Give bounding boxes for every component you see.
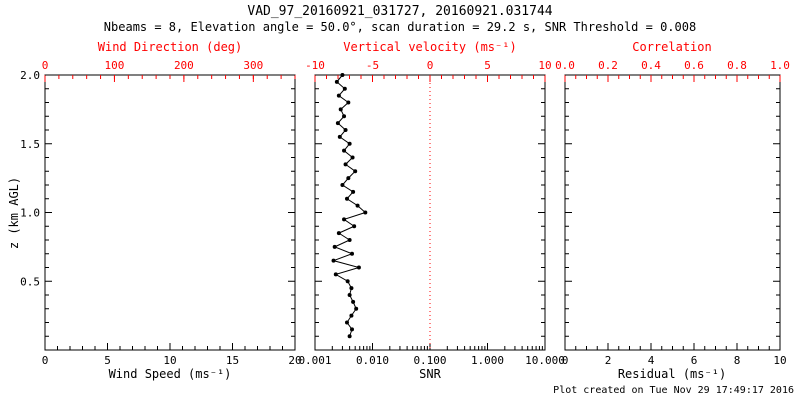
residual-axis-title: Residual (ms⁻¹) — [617, 367, 727, 381]
svg-text:15: 15 — [226, 354, 239, 367]
svg-text:10: 10 — [773, 354, 786, 367]
svg-text:0.4: 0.4 — [641, 59, 661, 72]
svg-text:10.000: 10.000 — [525, 354, 565, 367]
svg-text:0: 0 — [562, 354, 569, 367]
svg-text:6: 6 — [691, 354, 698, 367]
svg-text:0.2: 0.2 — [598, 59, 618, 72]
svg-text:1.0: 1.0 — [20, 207, 40, 220]
svg-text:8: 8 — [734, 354, 741, 367]
svg-text:0.100: 0.100 — [413, 354, 446, 367]
svg-text:1.0: 1.0 — [770, 59, 790, 72]
svg-text:0: 0 — [42, 354, 49, 367]
svg-text:0: 0 — [427, 59, 434, 72]
wind-direction-axis-title: Wind Direction (deg) — [97, 40, 243, 54]
plot-created-timestamp: Plot created on Tue Nov 29 17:49:17 2016 — [553, 385, 794, 396]
svg-text:0.8: 0.8 — [727, 59, 747, 72]
plot-title: VAD_97_20160921_031727, 20160921.031744 — [247, 4, 553, 19]
svg-text:0.5: 0.5 — [20, 275, 40, 288]
svg-text:5: 5 — [484, 59, 491, 72]
svg-text:0.0: 0.0 — [555, 59, 575, 72]
svg-text:10: 10 — [163, 354, 176, 367]
z-axis-title: z (km AGL) — [7, 176, 21, 250]
svg-text:4: 4 — [648, 354, 655, 367]
svg-text:2: 2 — [605, 354, 612, 367]
snr-axis-title: SNR — [419, 367, 441, 381]
svg-text:5: 5 — [104, 354, 111, 367]
svg-text:100: 100 — [105, 59, 125, 72]
svg-text:-5: -5 — [366, 59, 379, 72]
svg-text:10: 10 — [538, 59, 551, 72]
svg-text:0.6: 0.6 — [684, 59, 704, 72]
svg-text:20: 20 — [288, 354, 301, 367]
svg-text:0.010: 0.010 — [356, 354, 389, 367]
plot-subtitle: Nbeams = 8, Elevation angle = 50.0°, sca… — [103, 20, 697, 34]
svg-text:0.001: 0.001 — [298, 354, 331, 367]
wind-speed-axis-title: Wind Speed (ms⁻¹) — [108, 367, 232, 381]
svg-text:200: 200 — [174, 59, 194, 72]
svg-text:1.000: 1.000 — [471, 354, 504, 367]
svg-text:0: 0 — [42, 59, 49, 72]
svg-text:2.0: 2.0 — [20, 69, 40, 82]
svg-text:-10: -10 — [305, 59, 325, 72]
vertical-velocity-axis-title: Vertical velocity (ms⁻¹) — [343, 40, 517, 54]
svg-text:1.5: 1.5 — [20, 138, 40, 151]
correlation-axis-title: Correlation — [632, 40, 712, 54]
svg-text:300: 300 — [243, 59, 263, 72]
